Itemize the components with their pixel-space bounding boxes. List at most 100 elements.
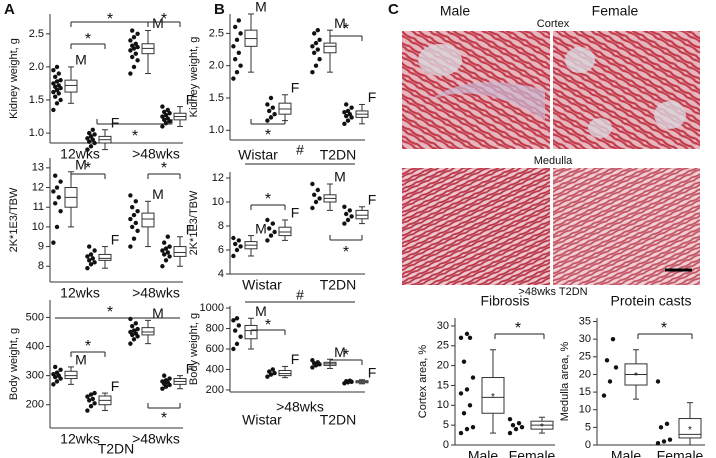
dot [133, 321, 138, 326]
group-label: F [111, 231, 120, 247]
annotation: * [343, 244, 349, 261]
group-label: M [255, 220, 267, 236]
dot [56, 71, 61, 76]
group-label: M [75, 52, 87, 68]
box [141, 327, 155, 336]
y-tick-label: 15 [579, 386, 591, 398]
dot [265, 118, 270, 123]
y-tick-label: 12 [212, 172, 224, 184]
dot [510, 422, 516, 428]
dot [265, 238, 270, 243]
histology [402, 31, 700, 285]
dot [51, 68, 56, 73]
dot [265, 374, 270, 379]
dot [54, 379, 60, 384]
dot [88, 403, 94, 409]
dot [310, 69, 315, 75]
dot [268, 95, 274, 101]
dot [92, 390, 97, 396]
group-label: M [255, 303, 267, 319]
dot [342, 121, 347, 127]
mean-marker: * [540, 422, 544, 433]
x-tick-label: 12wks [60, 285, 100, 301]
dot [317, 196, 322, 201]
x-tick-label: 12wks [60, 431, 100, 447]
annotation: # [296, 142, 304, 158]
y-tick-label: 200 [26, 399, 44, 411]
dot [601, 393, 607, 398]
dot [317, 57, 322, 62]
dot [236, 238, 241, 243]
dot [342, 204, 347, 209]
dot [345, 108, 351, 114]
y-tick-label: 500 [26, 311, 44, 323]
annotation: * [515, 320, 521, 337]
group-label: F [111, 114, 120, 130]
x-tick-label: >48wks [132, 146, 180, 162]
dot [131, 236, 137, 241]
dot [131, 337, 137, 342]
dot [87, 244, 92, 249]
annotation: * [265, 317, 271, 334]
dot [234, 37, 240, 43]
dot [135, 31, 140, 37]
y-axis-label: Body weight, g [188, 313, 200, 385]
dot [270, 367, 275, 372]
box [323, 42, 337, 54]
box [481, 377, 505, 414]
y-tick-label: 1.0 [209, 124, 224, 136]
dot [130, 28, 135, 33]
annotation: # [296, 287, 304, 303]
dot [470, 424, 476, 430]
y-tick-label: 0 [443, 439, 449, 451]
dot [54, 185, 60, 190]
dot [130, 323, 135, 329]
image-row: Cortex [537, 18, 570, 30]
group-label: M [334, 15, 346, 31]
dot [310, 365, 315, 370]
dot [54, 79, 60, 84]
dot [315, 47, 320, 52]
dot [51, 371, 56, 377]
dot [85, 136, 90, 141]
annotation: * [265, 127, 271, 144]
dot [507, 430, 513, 436]
dot [167, 244, 172, 249]
dot [315, 187, 320, 193]
dot [162, 240, 167, 245]
dot [133, 220, 138, 226]
x-axis-label: >48wks [276, 399, 324, 415]
dot [53, 201, 58, 206]
dot [128, 71, 133, 76]
y-tick-label: 12 [32, 181, 44, 193]
y-tick-label: 10 [437, 399, 449, 411]
dot [167, 254, 172, 259]
group-label: F [186, 221, 195, 237]
y-tick-label: 15 [437, 379, 449, 391]
dot [231, 318, 236, 323]
dot [342, 221, 347, 226]
box [64, 370, 78, 380]
dot [88, 392, 94, 397]
dot [90, 256, 96, 261]
dot [347, 208, 352, 213]
y-tick-label: 6 [218, 244, 224, 256]
x-tick-label: Wistar [242, 277, 282, 293]
dot [163, 246, 169, 251]
dot [265, 102, 270, 107]
x-tick-label: Female [657, 448, 704, 458]
x-tick-label: Male [611, 448, 642, 458]
dot [163, 113, 169, 118]
y-tick-label: 30 [437, 320, 449, 332]
group-label: M [334, 169, 346, 185]
dot [88, 144, 94, 149]
y-tick-label: 4 [218, 268, 224, 280]
dot [87, 139, 92, 144]
dot [267, 369, 272, 374]
dot [160, 124, 165, 129]
dot [58, 179, 63, 184]
box [64, 79, 78, 93]
group-label: M [152, 186, 164, 202]
dot [238, 31, 243, 36]
group-label: F [186, 91, 195, 107]
